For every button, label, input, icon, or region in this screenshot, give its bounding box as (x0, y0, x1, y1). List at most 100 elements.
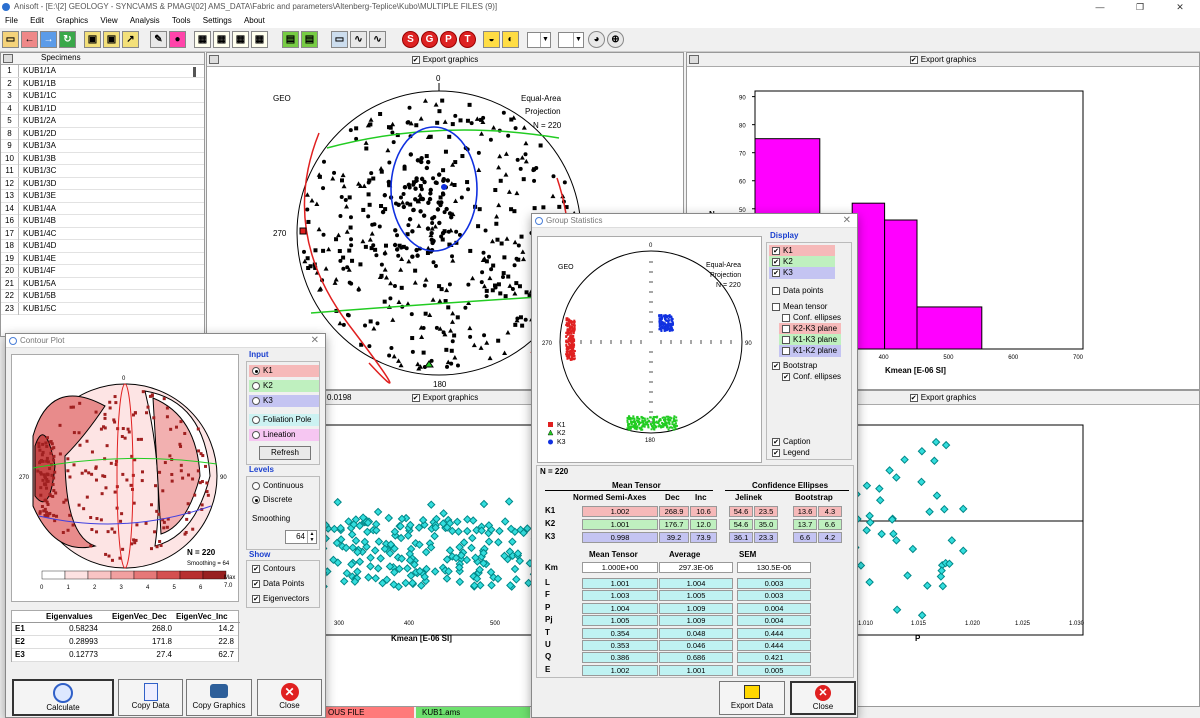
input-k1[interactable]: K1 (249, 365, 319, 377)
menu-settings[interactable]: Settings (202, 16, 232, 25)
input-k2[interactable]: K2 (249, 380, 319, 392)
color-wheel-icon[interactable]: ◕ (588, 31, 605, 48)
jelinek-2: 35.0 (754, 519, 778, 530)
copy-graphics-button[interactable]: Copy Graphics (186, 679, 252, 716)
specimen-row[interactable]: 23 KUB1/5C (1, 302, 204, 315)
specimen-row[interactable]: 8 KUB1/2D (1, 127, 204, 140)
specimen-row[interactable]: 5 KUB1/2A (1, 115, 204, 128)
levels-discrete[interactable]: Discrete (249, 494, 292, 506)
edit-pencil-icon[interactable]: ✎ (150, 31, 167, 48)
table-list-icon[interactable]: ▦ (251, 31, 268, 48)
export-graphics-checkbox-4[interactable]: ✔ (909, 393, 918, 402)
menu-tools[interactable]: Tools (171, 16, 191, 25)
table-icon[interactable]: ▦ (194, 31, 211, 48)
s-button[interactable]: S (402, 31, 419, 48)
display-mean-tensor[interactable]: Mean tensor (769, 301, 827, 313)
chart-add-icon[interactable]: ▤ (282, 31, 299, 48)
bowl-icon[interactable]: ◒ (483, 31, 500, 48)
input-lineation[interactable]: Lineation (249, 429, 319, 441)
menu-view[interactable]: View (100, 16, 118, 25)
k1-k2-plane[interactable]: K1-K2 plane (779, 345, 841, 357)
export-icon[interactable]: ↗ (122, 31, 139, 48)
close-window-button[interactable]: ✕ (1176, 2, 1184, 12)
specimen-row[interactable]: 21 KUB1/5A (1, 277, 204, 290)
contour-close-button[interactable]: ✕ Close (257, 679, 322, 716)
specimen-row[interactable]: 18 KUB1/4D (1, 240, 204, 253)
bootstrap-conf-ellipses[interactable]: ✔ Conf. ellipses (782, 372, 842, 381)
specimen-row[interactable]: 16 KUB1/4B (1, 215, 204, 228)
specimen-row[interactable]: 1 KUB1/1A (1, 65, 204, 78)
display-caption[interactable]: ✔ Caption (772, 437, 811, 446)
save-as-icon[interactable]: ▣ (103, 31, 120, 48)
specimen-row[interactable]: 20 KUB1/4F (1, 265, 204, 278)
menu-about[interactable]: About (243, 16, 265, 25)
minimize-button[interactable]: — (1095, 2, 1105, 12)
specimen-row[interactable]: 4 KUB1/1D (1, 102, 204, 115)
save-icon[interactable]: ▣ (84, 31, 101, 48)
show-data-points[interactable]: ✔ Data Points (252, 579, 305, 588)
display-bootstrap[interactable]: ✔ Bootstrap (772, 361, 818, 370)
group-close-button[interactable]: ✕ Close (790, 681, 856, 715)
show-contours[interactable]: ✔ Contours (252, 564, 296, 573)
sine-icon[interactable]: ∿ (369, 31, 386, 48)
p-button[interactable]: P (440, 31, 457, 48)
specimen-row[interactable]: 22 KUB1/5B (1, 290, 204, 303)
menu-edit[interactable]: Edit (30, 16, 44, 25)
export-graphics-checkbox[interactable]: ✔ (411, 55, 420, 64)
menu-graphics[interactable]: Graphics (56, 16, 89, 25)
specimen-row[interactable]: 9 KUB1/3A (1, 140, 204, 153)
specimen-row[interactable]: 19 KUB1/4E (1, 252, 204, 265)
specimen-row[interactable]: 12 KUB1/3D (1, 177, 204, 190)
specimen-row[interactable]: 14 KUB1/4A (1, 202, 204, 215)
g-button[interactable]: G (421, 31, 438, 48)
combo-1[interactable]: ▼ (527, 32, 551, 48)
combo-2[interactable]: ▼ (558, 32, 584, 48)
copy-data-button[interactable]: Copy Data (118, 679, 183, 716)
menu-analysis[interactable]: Analysis (129, 16, 160, 25)
half-circle-icon[interactable]: ◐ (502, 31, 519, 48)
export-data-button[interactable]: Export Data (719, 681, 785, 715)
contour-close-icon[interactable]: ✕ (310, 335, 319, 346)
display-legend[interactable]: ✔ Legend (772, 448, 810, 457)
back-arrow-icon[interactable]: ← (21, 31, 38, 48)
select-all-icon[interactable] (3, 54, 13, 63)
calculate-button[interactable]: Calculate (12, 679, 114, 716)
display-k3[interactable]: ✔ K3 (769, 267, 835, 279)
refresh-icon[interactable]: ↻ (59, 31, 76, 48)
display-k2[interactable]: ✔ K2 (769, 256, 835, 268)
export-graphics-checkbox-2[interactable]: ✔ (909, 55, 918, 64)
color-palette-icon[interactable]: ● (169, 31, 186, 48)
open-folder-icon[interactable]: ▭ (2, 31, 19, 48)
maximize-button[interactable]: ❐ (1135, 2, 1145, 12)
display-k1[interactable]: ✔ K1 (769, 245, 835, 257)
specimen-row[interactable]: 10 KUB1/3B (1, 152, 204, 165)
menu-file[interactable]: File (5, 16, 18, 25)
table-delete-icon[interactable]: ▦ (213, 31, 230, 48)
specimen-row[interactable]: 2 KUB1/1B (1, 77, 204, 90)
window-icon[interactable]: ▭ (331, 31, 348, 48)
specimen-row[interactable]: 11 KUB1/3C (1, 165, 204, 178)
specimen-row[interactable]: 17 KUB1/4C (1, 227, 204, 240)
mean-conf-ellipses[interactable]: Conf. ellipses (779, 312, 841, 324)
scrollbar-thumb[interactable] (193, 67, 196, 77)
display-data-points[interactable]: Data points (769, 285, 823, 297)
input-k3[interactable]: K3 (249, 395, 319, 407)
refresh-button[interactable]: Refresh (259, 446, 311, 460)
t-button[interactable]: T (459, 31, 476, 48)
specimen-row[interactable]: 13 KUB1/3E (1, 190, 204, 203)
show-eigenvectors[interactable]: ✔ Eigenvectors (252, 594, 310, 603)
input-foliation-pole[interactable]: Foliation Pole (249, 414, 319, 426)
k2-k3-plane[interactable]: K2-K3 plane (779, 323, 841, 335)
stereonet-icon[interactable]: ⊕ (607, 31, 624, 48)
curve-icon[interactable]: ∿ (350, 31, 367, 48)
smoothing-spinner[interactable]: 64 ▲ ▼ (285, 530, 317, 544)
chart-folder-icon[interactable]: ▤ (301, 31, 318, 48)
forward-arrow-icon[interactable]: → (40, 31, 57, 48)
specimen-row[interactable]: 3 KUB1/1C (1, 90, 204, 103)
k1-k3-plane[interactable]: K1-K3 plane (779, 334, 841, 346)
spinner-arrows-icon[interactable]: ▲ ▼ (307, 531, 316, 543)
table-edit-icon[interactable]: ▦ (232, 31, 249, 48)
export-graphics-checkbox-3[interactable]: ✔ (411, 393, 420, 402)
levels-continuous[interactable]: Continuous (249, 480, 303, 492)
group-close-icon[interactable]: ✕ (842, 215, 851, 226)
